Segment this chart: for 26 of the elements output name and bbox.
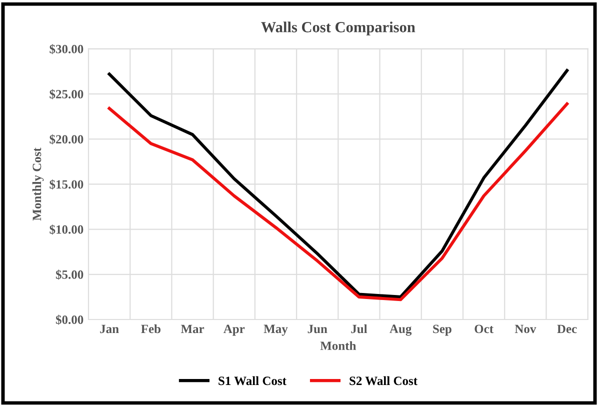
x-tick-label: Sep: [433, 324, 452, 336]
y-tick-label: $25.00: [50, 89, 84, 100]
y-axis-title: Monthly Cost: [32, 148, 44, 221]
x-tick-label: Feb: [141, 324, 160, 334]
x-tick-label: Jul: [351, 324, 368, 334]
y-tick-label: $10.00: [50, 224, 84, 235]
chart-title: Walls Cost Comparison: [261, 22, 416, 36]
y-tick-label: $30.00: [50, 44, 84, 54]
legend-label: S1 Wall Cost: [218, 376, 286, 386]
x-tick-label: Aug: [390, 324, 412, 336]
y-tick-label: $20.00: [50, 134, 84, 144]
x-axis-title: Month: [320, 341, 356, 350]
y-tick-label: $15.00: [50, 179, 84, 190]
y-tick-label: $5.00: [56, 270, 84, 280]
x-tick-label: Oct: [474, 324, 494, 334]
x-tick-label: Nov: [514, 324, 536, 334]
line-series: [108, 68, 569, 298]
x-tick-label: May: [264, 324, 288, 336]
x-tick-label: Apr: [224, 324, 245, 336]
x-tick-label: Dec: [557, 324, 577, 334]
x-tick-label: Jun: [308, 324, 328, 334]
y-tick-label: $0.00: [56, 314, 84, 325]
line-series: [108, 102, 569, 302]
x-tick-label: Mar: [180, 324, 204, 334]
x-tick-label: Jan: [100, 324, 119, 334]
legend-label: S2 Wall Cost: [350, 376, 418, 386]
